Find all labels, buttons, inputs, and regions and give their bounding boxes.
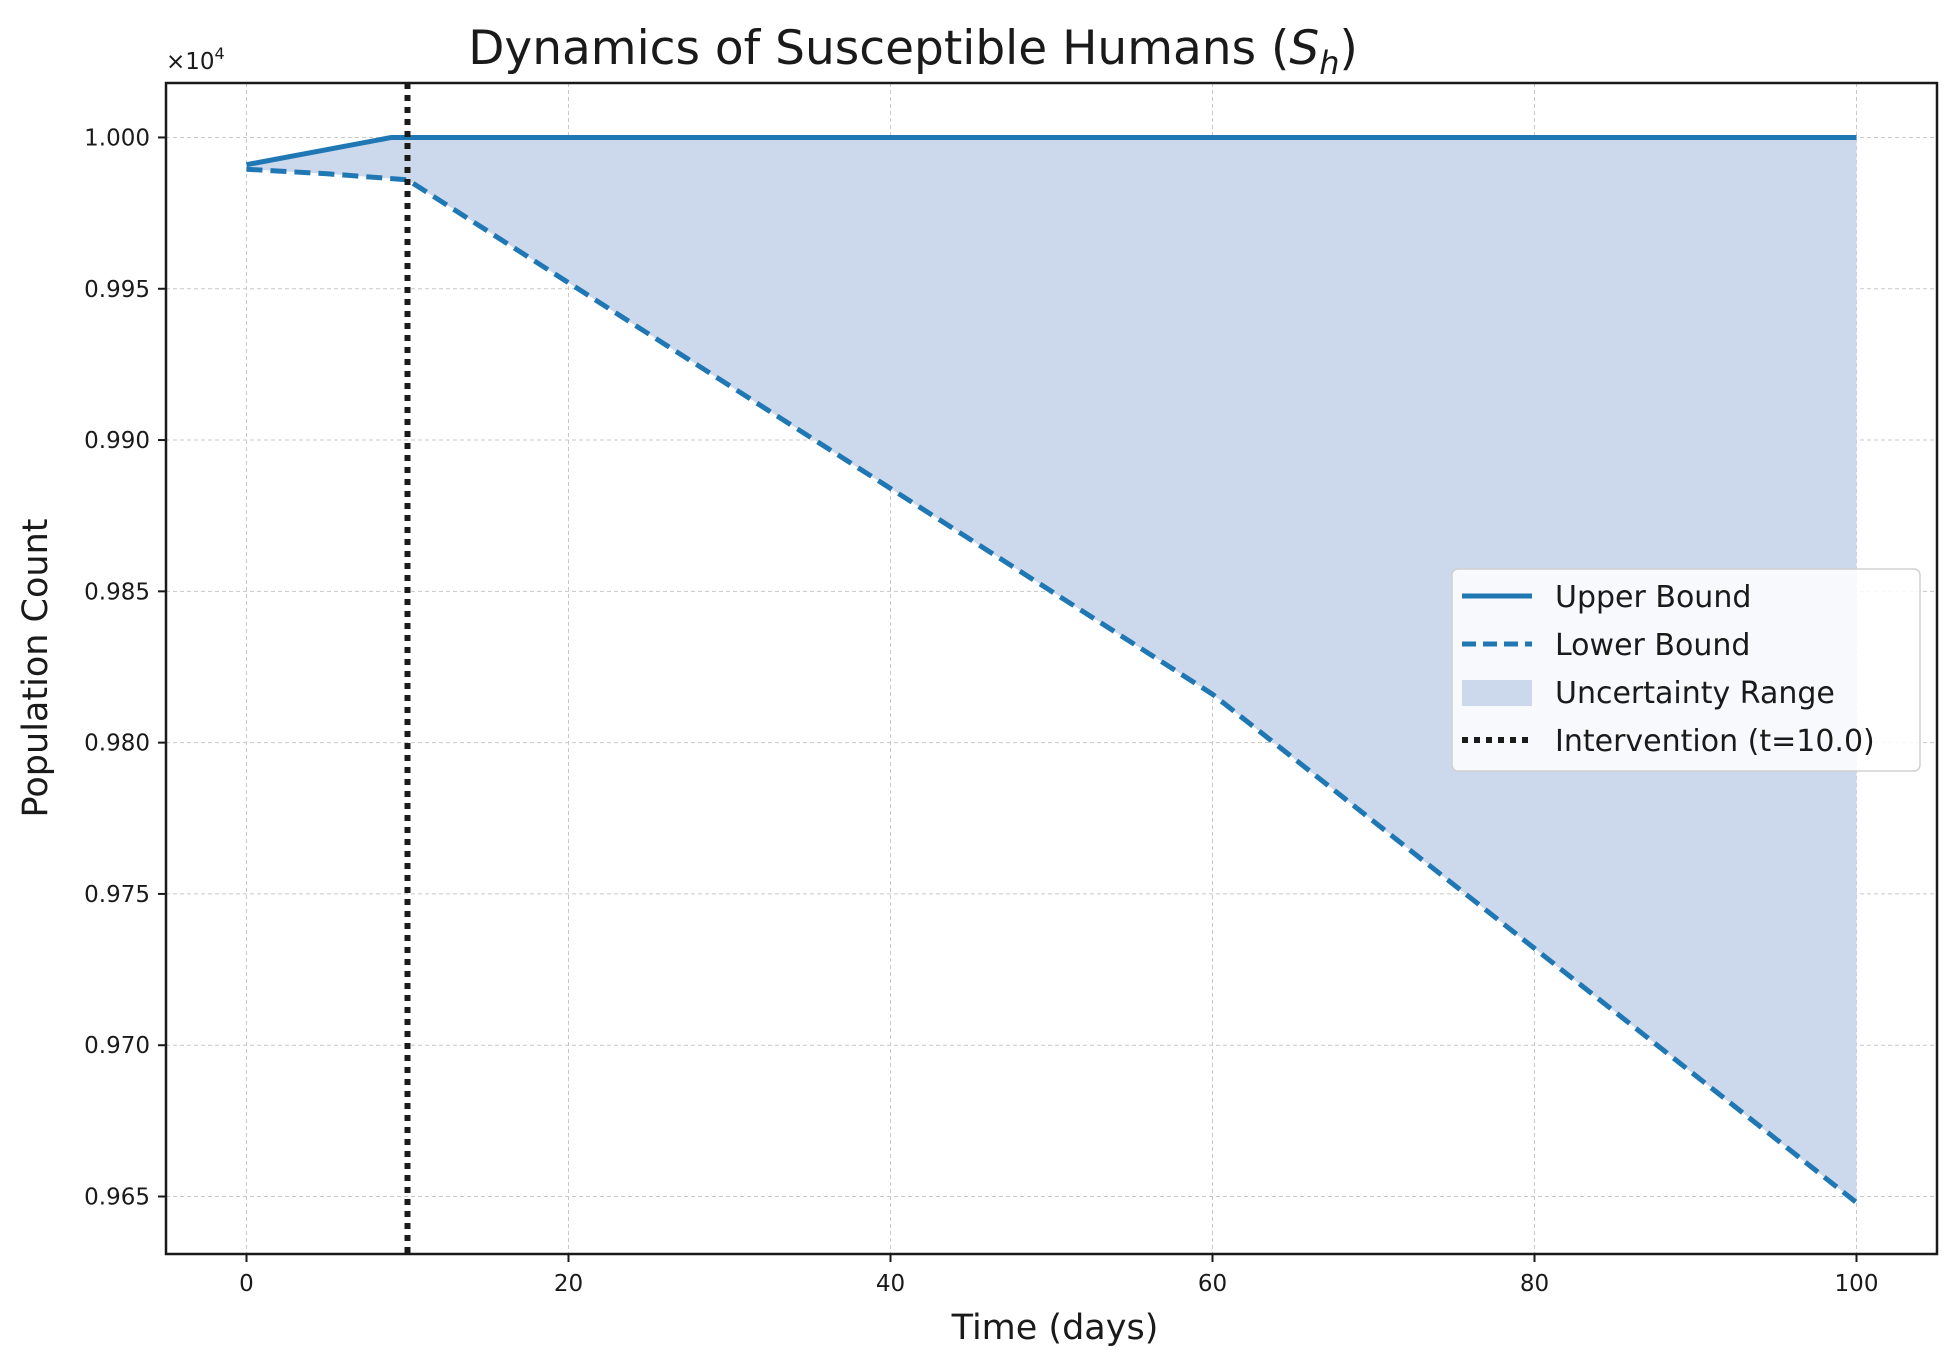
legend-box — [1451, 568, 1921, 772]
y-tick-label: 0.970 — [84, 1033, 150, 1059]
chart-title: Dynamics of Susceptible Humans (Sh) — [468, 21, 1358, 82]
legend-label-upper-bound: Upper Bound — [1555, 580, 1751, 615]
y-tick-label: 0.990 — [84, 428, 150, 454]
legend-label-lower-bound: Lower Bound — [1555, 628, 1750, 663]
legend-swatch-uncertainty-range — [1462, 680, 1532, 706]
y-tick-label: 1.000 — [84, 125, 150, 151]
plot-area-frame — [164, 81, 1939, 1256]
x-tick-label: 20 — [554, 1271, 583, 1297]
lower-bound-line — [246, 166, 1859, 1205]
upper-bound-line — [246, 134, 1857, 168]
series-layer — [246, 134, 1859, 1205]
y-tick-label: 0.985 — [84, 579, 150, 605]
x-tick-label: 60 — [1198, 1271, 1227, 1297]
x-axis-ticks: 0 20 40 60 80 100 — [239, 1254, 1878, 1297]
legend-label-uncertainty-range: Uncertainty Range — [1555, 676, 1835, 711]
y-tick-label: 0.980 — [84, 731, 150, 757]
y-axis-label: Population Count — [16, 519, 56, 818]
legend-label-intervention: Intervention (t=10.0) — [1555, 724, 1875, 759]
uncertainty-range-area — [246, 137, 1857, 1203]
x-tick-label: 80 — [1520, 1271, 1549, 1297]
x-axis-label: Time (days) — [951, 1308, 1159, 1348]
legend: Upper Bound Lower Bound Uncertainty Rang… — [1451, 568, 1921, 772]
y-tick-label: 0.995 — [84, 277, 150, 303]
x-tick-label: 0 — [239, 1271, 254, 1297]
y-axis-ticks: 1.000 0.995 0.990 0.985 0.980 0.975 0.970 0.965 — [84, 125, 166, 1211]
uncertainty-fill-layer — [246, 137, 1857, 1203]
x-tick-label: 100 — [1835, 1271, 1879, 1297]
chart-title-math: S — [1289, 21, 1319, 76]
chart-title-math-sub: h — [1319, 44, 1339, 82]
x-tick-label: 40 — [876, 1271, 905, 1297]
y-axis-offset-text: ×104 — [166, 44, 225, 75]
y-tick-label: 0.965 — [84, 1185, 150, 1211]
y-tick-label: 0.975 — [84, 882, 150, 908]
